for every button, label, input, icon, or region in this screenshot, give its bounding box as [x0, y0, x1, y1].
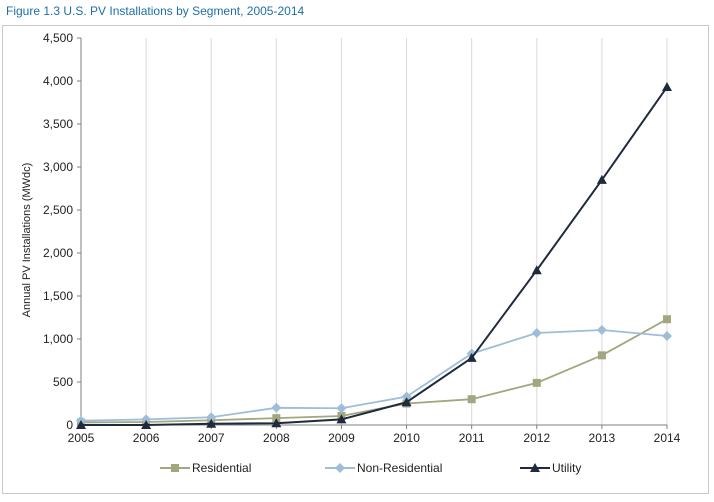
x-tick-label: 2006 — [133, 431, 160, 445]
x-tick-label: 2007 — [198, 431, 225, 445]
data-point — [272, 414, 281, 423]
y-tick-label: 1,000 — [43, 332, 73, 346]
chart-frame — [2, 25, 709, 494]
y-tick-label: 2,500 — [43, 203, 73, 217]
y-tick-label: 4,500 — [43, 31, 73, 45]
y-tick-label: 0 — [66, 418, 73, 432]
data-point — [141, 420, 152, 429]
data-point — [597, 351, 606, 360]
y-tick-label: 1,500 — [43, 289, 73, 303]
y-tick-label: 500 — [53, 375, 73, 389]
data-point — [530, 463, 540, 472]
x-tick-label: 2011 — [459, 431, 485, 445]
data-point — [336, 403, 347, 414]
data-point — [141, 414, 152, 425]
data-point — [531, 327, 542, 338]
y-tick-label: 4,000 — [43, 74, 73, 88]
gridlines — [145, 38, 668, 425]
x-tick-label: 2005 — [68, 431, 95, 445]
data-point — [401, 391, 412, 402]
y-tick-label: 3,500 — [43, 117, 73, 131]
data-point — [466, 352, 477, 362]
x-tick-label: 2010 — [393, 431, 420, 445]
series-layer — [76, 82, 672, 429]
legend: Residential Non-Residential Utility — [160, 461, 581, 475]
x-tick-label: 2008 — [263, 431, 290, 445]
data-point — [662, 82, 672, 92]
data-point — [336, 414, 347, 424]
data-point — [206, 418, 217, 428]
data-point — [662, 330, 672, 341]
y-axis-label: Annual PV Installations (MWdc) — [21, 163, 33, 318]
legend-label-non-residential: Non-Residential — [357, 461, 442, 475]
figure-title: Figure 1.3 U.S. PV Installations by Segm… — [6, 4, 305, 18]
data-point — [596, 174, 607, 184]
data-point — [335, 463, 345, 473]
y-tick-label: 2,000 — [43, 246, 73, 260]
data-point — [532, 378, 541, 387]
legend-label-residential: Residential — [192, 461, 251, 475]
x-tick-label: 2009 — [328, 431, 355, 445]
data-point — [531, 265, 542, 275]
data-point — [206, 412, 217, 423]
x-tick-label: 2014 — [654, 431, 681, 445]
data-point — [271, 402, 282, 413]
x-tick-label: 2013 — [589, 431, 616, 445]
data-point — [663, 315, 671, 324]
axes: 0 500 1,000 1,500 2,000 2,500 3,000 3,500 4,000 4… — [43, 31, 681, 445]
y-tick-label: 3,000 — [43, 160, 73, 174]
series-line-non-residential — [80, 329, 668, 422]
data-point — [467, 395, 476, 404]
legend-label-utility: Utility — [552, 461, 581, 475]
series-line-utility — [81, 86, 668, 426]
data-point — [401, 397, 412, 407]
data-point — [171, 464, 179, 472]
series-line-residential — [80, 318, 668, 424]
data-point — [76, 420, 86, 429]
data-point — [596, 324, 607, 335]
x-tick-label: 2012 — [523, 431, 550, 445]
data-point — [271, 418, 282, 428]
